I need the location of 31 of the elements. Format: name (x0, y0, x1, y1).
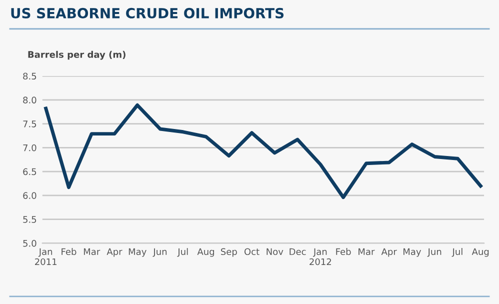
x-tick-label: Sep (220, 248, 237, 257)
x-tick-label: Jan 2012 (310, 248, 332, 266)
x-tick-label: Dec (290, 248, 306, 256)
y-tick-label: 8.5 (23, 72, 36, 80)
y-tick-label: 7.0 (23, 144, 36, 152)
x-tick-label: May (128, 248, 146, 257)
y-tick-label: 7.5 (23, 120, 36, 128)
x-tick-label: May (404, 248, 422, 257)
x-tick-label: Mar (358, 248, 375, 256)
x-tick-label: Aug (197, 248, 214, 257)
y-tick-label: 6.0 (23, 192, 36, 199)
x-tick-label: Jun (427, 248, 442, 257)
x-tick-label: Nov (266, 248, 284, 256)
x-tick-label: Jul (452, 248, 462, 257)
line-series (44, 103, 482, 200)
x-tick-label: Jan 2011 (35, 248, 56, 266)
x-tick-label: Jun (152, 248, 167, 257)
x-tick-label: Apr (106, 248, 122, 257)
y-axis-title: Barrels per day (m) (28, 50, 126, 60)
chart-title: US SEABORNE CRUDE OIL IMPORTS (11, 8, 284, 18)
x-tick-label: Aug (472, 248, 489, 257)
x-tick-label: Apr (381, 248, 397, 257)
y-tick-label: 5.0 (23, 240, 36, 247)
x-tick-label: Mar (84, 248, 100, 256)
y-tick-label: 8.0 (23, 96, 36, 104)
x-tick-label: Jul (177, 248, 188, 257)
x-tick-label: Oct (244, 248, 260, 256)
y-tick-label: 6.5 (23, 168, 36, 176)
x-tick-label: Feb (62, 248, 76, 256)
y-tick-label: 5.5 (23, 216, 36, 223)
x-tick-label: Feb (336, 248, 351, 256)
